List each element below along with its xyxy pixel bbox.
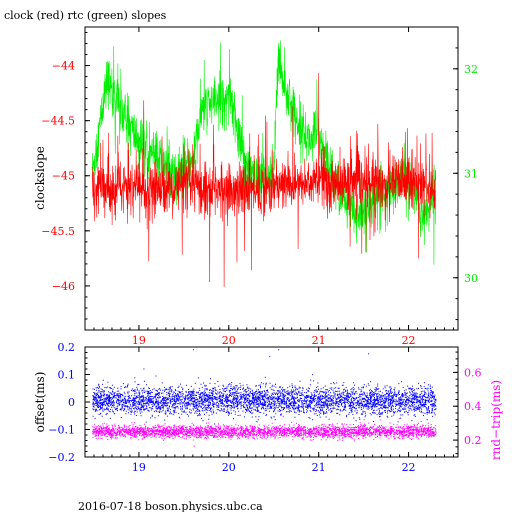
right-tick-label: 31 xyxy=(464,167,478,180)
left-tick-label: −0.2 xyxy=(48,451,75,464)
x-tick-label: 22 xyxy=(402,461,416,474)
left-tick-label: −46 xyxy=(52,280,75,293)
left-tick-label: −45.5 xyxy=(41,225,75,238)
top-series-group xyxy=(91,40,436,287)
top-plot-frame xyxy=(84,26,459,331)
left-tick-label: −44.5 xyxy=(41,115,75,128)
top-left-axis: −44 −44.5 −45 −45.5 −46 xyxy=(41,32,90,331)
bottom-right-axis: 0.6 0.4 0.2 xyxy=(453,351,482,455)
x-tick-label: 20 xyxy=(222,461,236,474)
left-tick-label: −44 xyxy=(52,60,75,73)
series-line-clock xyxy=(91,72,436,287)
bottom-left-axis: 0.2 0.1 0 −0.1 −0.2 xyxy=(48,341,90,464)
left-tick-label: −0.1 xyxy=(48,424,75,437)
scatter-points-offset xyxy=(92,349,437,425)
right-tick-label: 0.2 xyxy=(464,434,482,447)
bottom-panel: 0.2 0.1 0 −0.1 −0.2 0.6 0.4 0.2 19 20 21 22 offse… xyxy=(33,341,503,474)
bottom-y2-axis-label: rnd−trip(ms) xyxy=(489,380,503,460)
right-tick-label: 32 xyxy=(464,63,478,76)
top-right-axis: 32 31 30 xyxy=(453,26,478,321)
x-tick-label: 22 xyxy=(402,334,416,347)
bottom-x-axis: 19 20 21 22 xyxy=(93,347,455,474)
right-tick-label: 30 xyxy=(464,272,478,285)
left-tick-label: 0.1 xyxy=(58,369,76,382)
left-tick-label: 0.2 xyxy=(58,341,76,354)
x-tick-label: 20 xyxy=(222,334,236,347)
scatter-points-roundtrip xyxy=(92,415,437,447)
bottom-y-axis-label: offset(ms) xyxy=(33,372,47,433)
chart-title: clock (red) rtc (green) slopes xyxy=(4,9,167,22)
x-tick-label: 19 xyxy=(132,334,146,347)
left-tick-label: 0 xyxy=(68,396,75,409)
left-tick-label: −45 xyxy=(52,170,75,183)
footer-text: 2016-07-18 boson.physics.ubc.ca xyxy=(78,500,263,512)
bottom-series-group xyxy=(92,349,437,447)
top-x-axis: 19 20 21 22 xyxy=(93,27,455,347)
x-tick-label: 19 xyxy=(132,461,146,474)
top-y-axis-label: clockslope xyxy=(33,146,47,210)
x-tick-label: 21 xyxy=(312,334,326,347)
x-tick-label: 21 xyxy=(312,461,326,474)
right-tick-label: 0.6 xyxy=(464,366,482,379)
right-tick-label: 0.4 xyxy=(464,400,482,413)
top-panel: −44 −44.5 −45 −45.5 −46 32 31 30 19 20 21 22 cloc… xyxy=(33,26,478,347)
